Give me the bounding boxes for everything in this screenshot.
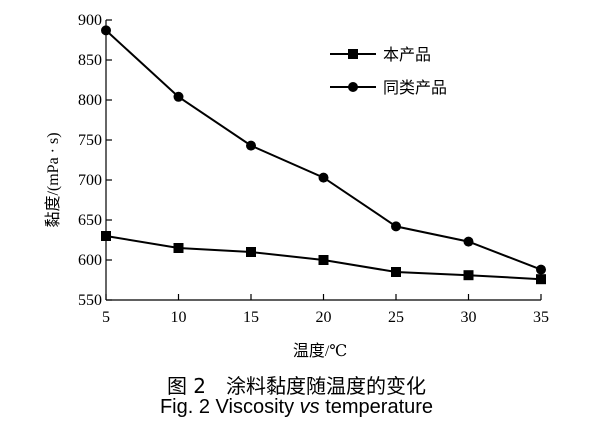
series-line-1	[105, 29, 542, 271]
x-tick-label-25: 25	[388, 309, 404, 326]
series-1-point-5	[101, 25, 111, 36]
series-1-point-30	[463, 236, 474, 247]
series-0-point-10	[173, 243, 184, 253]
series-0-point-5	[101, 231, 111, 241]
ticks: 5 10 15 20 25 30 35 550 600 650 700 750 800 850 900	[78, 12, 549, 326]
caption-en-prefix: Fig. 2 Viscosity	[159, 396, 300, 418]
x-tick-label-35: 35	[533, 309, 549, 326]
x-tick-label-5: 5	[102, 309, 110, 326]
x-tick-label-30: 30	[461, 309, 477, 326]
y-axis-label: 黏度/(mPa · s)	[44, 132, 62, 227]
series-1-point-35	[536, 264, 546, 275]
series-layer	[101, 25, 546, 285]
y-tick-label-700: 700	[78, 172, 102, 189]
y-tick-label-750: 750	[78, 132, 102, 149]
series-0-point-25	[391, 267, 401, 277]
series-0-point-30	[463, 270, 474, 281]
series-0-point-35	[536, 274, 546, 285]
y-tick-label-600: 600	[78, 252, 102, 269]
x-tick-label-10: 10	[171, 309, 187, 326]
series-1-point-15	[246, 140, 256, 151]
figure-caption-chinese: 图 2 涂料黏度随温度的变化	[166, 374, 427, 398]
x-tick-label-20: 20	[316, 309, 332, 326]
caption-en-italic: vs	[299, 396, 320, 418]
series-0-point-15	[246, 247, 256, 257]
x-tick-label-15: 15	[243, 309, 259, 326]
series-1-point-20	[318, 172, 329, 183]
series-1-point-25	[391, 221, 401, 232]
figure-caption-english: Fig. 2 Viscosity vs temperature	[0, 396, 593, 419]
y-tick-label-800: 800	[78, 92, 102, 109]
viscosity-line-chart: 5 10 15 20 25 30 35 550 600 650 700 750 800 850 900 本产…	[44, 12, 549, 360]
series-1-point-10	[173, 91, 184, 102]
y-tick-label-900: 900	[78, 12, 102, 29]
y-tick-label-850: 850	[78, 52, 102, 69]
legend-label-1: 同类产品	[383, 78, 447, 97]
legend-marker-1	[348, 82, 358, 92]
y-tick-label-650: 650	[78, 212, 102, 229]
x-axis-label: 温度/℃	[293, 342, 347, 360]
legend-marker-0	[348, 49, 358, 59]
series-0-point-20	[318, 255, 329, 265]
y-tick-label-550: 550	[78, 292, 102, 309]
legend-label-0: 本产品	[383, 45, 431, 64]
caption-en-suffix: temperature	[319, 396, 434, 418]
